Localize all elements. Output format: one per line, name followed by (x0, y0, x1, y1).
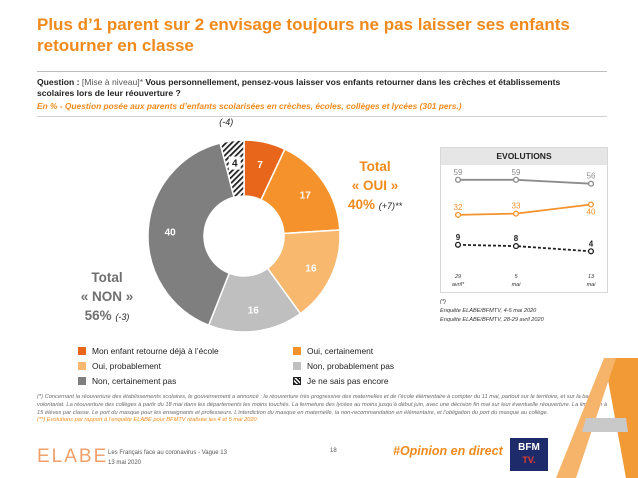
legend-item-ne-sais-pas: Je ne sais pas encore (293, 376, 388, 386)
title-divider (37, 71, 607, 72)
evo-value-2-2: 4 (589, 239, 594, 248)
legend-item-already: Mon enfant retourne déjà à l’école (78, 346, 219, 356)
footnote: (*) Concernant la réouverture des établi… (37, 394, 607, 425)
donut-value-oui-certainement: 17 (300, 190, 312, 201)
footer-study: Les Français face au coronavirus - Vague… (108, 448, 227, 468)
evo-point-2-2 (587, 248, 595, 255)
evolutions-notes: (*) Enquête ELABE/BFMTV, 4-5 mai 2020 En… (440, 298, 610, 325)
evo-point-0-0 (454, 176, 462, 183)
total-oui-evolution: (+7)** (378, 201, 403, 211)
total-non-label: Total (91, 270, 123, 285)
evolutions-note-marker: (*) (440, 299, 446, 305)
legend-swatch (78, 362, 86, 370)
evo-x-label-0-1: avril* (452, 282, 465, 288)
total-non-value: 56% (84, 308, 112, 323)
legend-item-oui-probablement: Oui, probablement (78, 361, 161, 371)
opinion-hashtag: #Opinion en direct (393, 444, 503, 458)
donut-annotation: (-4) (219, 117, 233, 127)
legend-label: Oui, probablement (92, 361, 161, 371)
legend-swatch (78, 377, 86, 385)
donut-value-mon-enfant-retourne-deja-a-l-ecole: 7 (257, 160, 263, 171)
total-oui-sub: « OUI » (351, 178, 399, 193)
donut-value-non-probablement-pas: 16 (248, 305, 260, 316)
evo-series-line-1 (457, 203, 592, 216)
footnote-text: (*) Concernant la réouverture des établi… (37, 394, 608, 416)
evo-value-2-1: 8 (514, 234, 519, 243)
donut-value-bg (228, 156, 241, 170)
evo-x-label-0-0: 29 (454, 274, 461, 280)
footer-study-name: Les Français face au coronavirus - Vague… (108, 450, 227, 456)
evo-x-label-2-0: 13 (588, 274, 595, 280)
evolutions-line-chart: 59 59 56 32 33 40 9 8 4 29 avril* 5 mai 13 mai (452, 168, 597, 288)
donut-slice-non-certainement-pas (147, 142, 235, 327)
evo-point-2-1 (512, 243, 520, 250)
evo-x-label-1-1: mai (512, 282, 522, 288)
evo-x-label-1-0: 5 (514, 274, 518, 280)
evo-point-1-2 (587, 201, 595, 208)
question-text: Vous personnellement, pensez-vous laisse… (37, 77, 561, 98)
question-label: Question : (37, 77, 82, 87)
evo-series-line-2 (457, 243, 592, 253)
question-type: [Mise à niveau]* (81, 77, 144, 87)
evolutions-title: EVOLUTIONS (441, 148, 607, 165)
evolutions-note-2: Enquête ELABE/BFMTV, 28-29 avril 2020 (440, 317, 544, 323)
legend-label: Non, probablement pas (307, 361, 395, 371)
total-oui-label: Total (359, 159, 391, 174)
legend-label: Je ne sais pas encore (307, 376, 389, 386)
footnote-evolution-note: (**) Evolutions par rapport à l’enquête … (37, 417, 257, 424)
evo-value-0-0: 59 (454, 168, 463, 177)
total-non: Total « NON » 56% (-3) (62, 268, 152, 327)
legend-label: Mon enfant retourne déjà à l’école (92, 346, 219, 356)
evo-point-1-1 (512, 210, 520, 217)
legend-item-non-certainement: Non, certainement pas (78, 376, 176, 386)
donut-value-oui-probablement: 16 (305, 264, 317, 275)
evo-value-1-1: 33 (512, 202, 521, 211)
evo-x-label-2-1: mai (587, 282, 597, 288)
total-oui-value: 40% (347, 197, 375, 212)
elabe-logo: ELABE (37, 446, 109, 467)
evo-series-line-0 (458, 178, 592, 185)
evo-value-2-0: 9 (456, 233, 461, 242)
total-non-evolution: (-3) (115, 312, 130, 322)
page-number: 18 (330, 448, 337, 454)
evo-point-1-0 (454, 211, 462, 218)
legend-label: Oui, certainement (307, 346, 374, 356)
question-divider (37, 116, 607, 117)
evolutions-panel: EVOLUTIONS 59 59 56 32 33 40 9 8 4 29 avril* 5 mai 13… (440, 147, 608, 293)
evolutions-note-1: Enquête ELABE/BFMTV, 4-5 mai 2020 (440, 308, 537, 314)
evo-value-0-1: 59 (512, 168, 521, 177)
donut-value-non-certainement-pas: 40 (165, 227, 177, 238)
question-base: En % - Question posée aux parents d’enfa… (37, 101, 462, 111)
legend-swatch (293, 347, 301, 355)
evo-value-0-2: 56 (587, 172, 596, 181)
evo-value-1-0: 32 (454, 203, 463, 212)
total-non-sub: « NON » (80, 289, 134, 304)
evo-point-0-2 (587, 180, 595, 187)
legend-label: Non, certainement pas (92, 376, 177, 386)
footer-date: 13 mai 2020 (108, 460, 142, 466)
evo-value-1-2: 40 (587, 208, 596, 217)
legend-item-non-probablement: Non, probablement pas (293, 361, 394, 371)
legend-swatch (78, 347, 86, 355)
question-block: Question : [Mise à niveau]* Vous personn… (37, 77, 597, 99)
elabe-deco-shape (556, 358, 638, 478)
evo-point-2-0 (454, 241, 462, 248)
donut-value-je-ne-sais-pas-encore: 4 (232, 159, 238, 170)
legend-swatch (293, 377, 301, 385)
page-title: Plus d’1 parent sur 2 envisage toujours … (37, 15, 570, 55)
evo-point-0-1 (512, 176, 520, 183)
legend-item-oui-certainement: Oui, certainement (293, 346, 373, 356)
tv-text: TV. (522, 455, 536, 465)
total-oui: Total « OUI » 40% (+7)** (330, 157, 420, 216)
legend-swatch (293, 362, 301, 370)
bfmtv-logo: BFM TV. (510, 438, 548, 471)
bfm-text: BFM (518, 442, 540, 453)
